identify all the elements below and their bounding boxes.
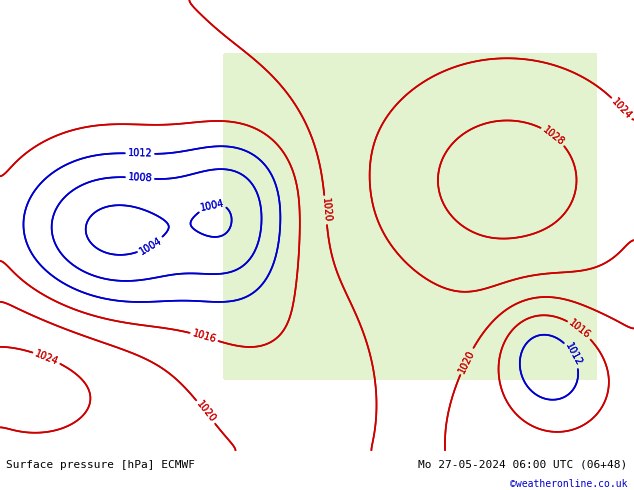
Text: 1020: 1020 [320, 197, 332, 223]
Text: 1012: 1012 [563, 342, 583, 368]
Text: 1016: 1016 [567, 318, 592, 341]
Text: 1004: 1004 [199, 198, 225, 213]
Text: 1020: 1020 [456, 348, 476, 374]
Text: 1024: 1024 [34, 348, 60, 367]
Text: 1016: 1016 [567, 318, 592, 341]
Text: 1024: 1024 [610, 96, 634, 121]
Text: 1016: 1016 [191, 329, 217, 345]
Text: 1012: 1012 [563, 342, 583, 368]
Text: 1028: 1028 [541, 124, 566, 147]
Text: 1004: 1004 [138, 235, 164, 256]
Text: ©weatheronline.co.uk: ©weatheronline.co.uk [510, 479, 628, 489]
Text: 1020: 1020 [194, 399, 217, 425]
Text: Surface pressure [hPa] ECMWF: Surface pressure [hPa] ECMWF [6, 460, 195, 469]
Text: 1008: 1008 [127, 172, 153, 184]
Text: 1008: 1008 [127, 172, 153, 184]
Text: 1004: 1004 [199, 198, 225, 213]
Text: 1020: 1020 [320, 197, 332, 223]
Text: Mo 27-05-2024 06:00 UTC (06+48): Mo 27-05-2024 06:00 UTC (06+48) [418, 460, 628, 469]
Text: 1028: 1028 [541, 124, 566, 147]
Text: 1020: 1020 [456, 348, 476, 374]
Text: 1024: 1024 [610, 96, 634, 121]
Text: 1016: 1016 [191, 329, 217, 345]
Text: 1020: 1020 [194, 399, 217, 425]
Text: 1004: 1004 [138, 235, 164, 256]
Text: 1012: 1012 [127, 148, 152, 159]
Text: 1024: 1024 [34, 348, 60, 367]
Text: 1012: 1012 [127, 148, 152, 159]
